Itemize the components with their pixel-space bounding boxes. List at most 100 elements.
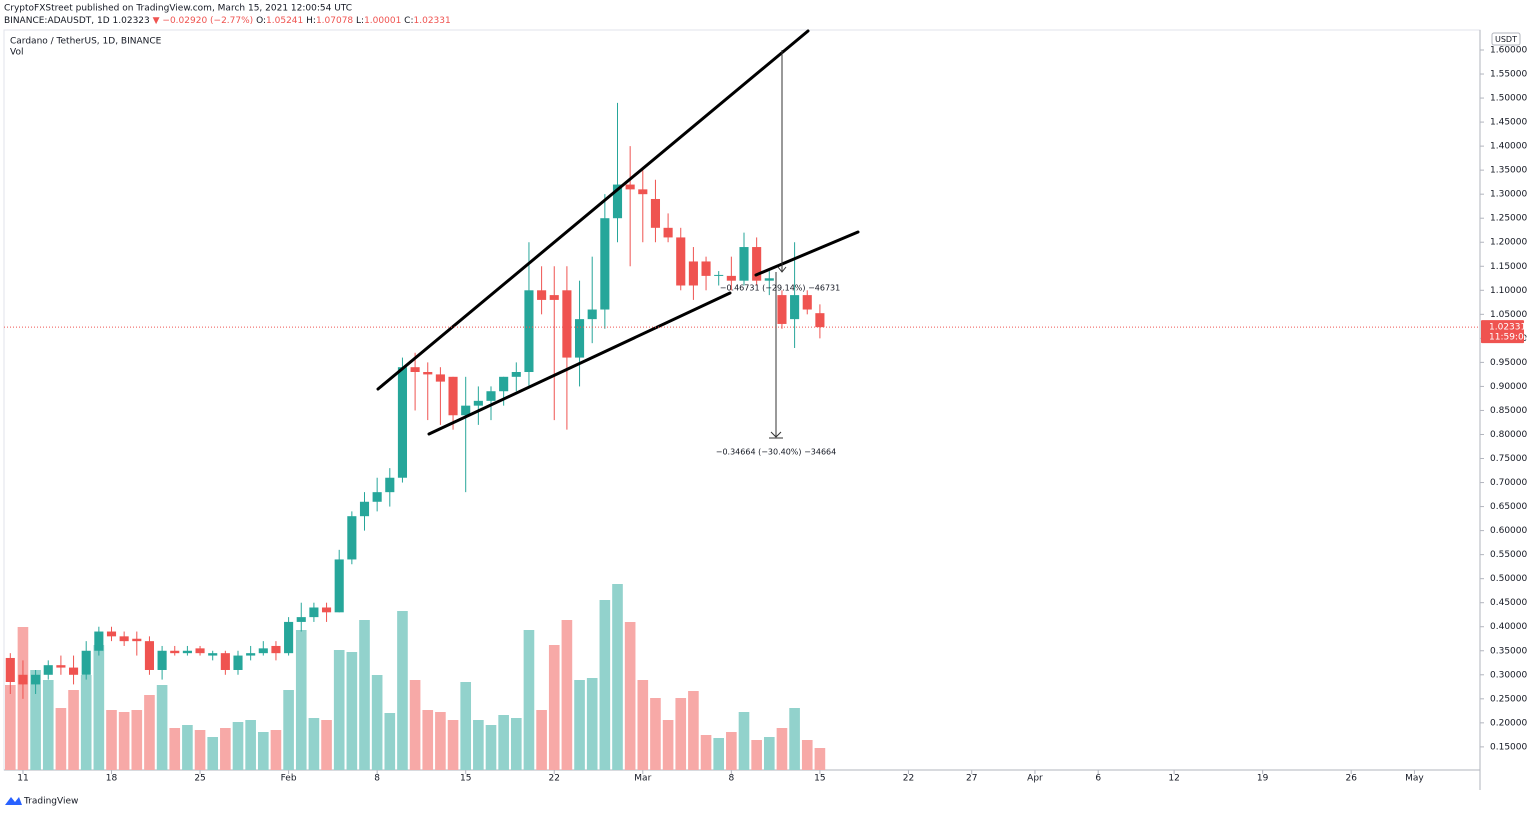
volume-bar <box>700 735 712 770</box>
volume-bar <box>232 722 244 770</box>
volume-bar <box>561 620 573 770</box>
publisher: CryptoFXStreet published on TradingView.… <box>4 4 352 14</box>
y-tick-label: 0.65000 <box>1490 502 1527 512</box>
candle-body <box>170 650 180 654</box>
volume-bar <box>726 732 737 770</box>
volume-bar <box>131 710 143 770</box>
candle-body <box>309 607 319 618</box>
l-label: L: <box>356 16 364 26</box>
y-tick-label: 0.30000 <box>1490 670 1527 680</box>
last-price-box <box>1481 320 1524 344</box>
x-tick-label: 22 <box>903 774 914 784</box>
candle-body <box>347 516 357 560</box>
volume-bar <box>156 685 168 770</box>
candle-body <box>790 295 800 320</box>
volume-bar <box>447 720 459 770</box>
volume-bar <box>662 720 674 770</box>
volume-bar <box>523 630 535 770</box>
volume-bar <box>30 670 41 770</box>
candle-body <box>777 295 787 324</box>
x-tick-label: 11 <box>17 774 28 784</box>
volume-bar <box>321 720 332 770</box>
candle-body <box>106 631 117 637</box>
drawings <box>376 29 860 436</box>
candle-body <box>511 372 521 377</box>
candle-body <box>549 295 559 300</box>
volume-bar <box>624 622 636 770</box>
candle-body <box>68 667 79 675</box>
y-tick-label: 0.45000 <box>1490 598 1527 608</box>
volume-label: Vol <box>10 48 23 58</box>
measure-label: −0.34664 (−30.40%) −34664 <box>716 448 836 457</box>
currency-box <box>1491 32 1521 46</box>
y-tick-label: 1.15000 <box>1490 262 1527 272</box>
candle-body <box>132 638 142 642</box>
x-tick-label: 27 <box>966 774 977 784</box>
candle-body <box>802 295 812 310</box>
x-tick-label: 6 <box>1095 774 1101 784</box>
candle-body <box>461 405 471 416</box>
x-tick-label: 26 <box>1345 774 1357 784</box>
candle-body <box>701 261 711 276</box>
h-value: 1.07078 <box>316 16 353 26</box>
candle-body <box>688 261 698 286</box>
candle-body <box>296 617 306 622</box>
candle-body <box>524 290 534 373</box>
candle-body <box>208 653 218 656</box>
volume-bar <box>814 748 826 770</box>
y-tick-label: 0.55000 <box>1490 550 1527 560</box>
volume-bar <box>68 690 79 770</box>
volume-bar <box>498 715 509 770</box>
candle-body <box>435 374 445 382</box>
candle-body <box>486 391 496 401</box>
volume-bar <box>169 728 181 770</box>
measure-arrow <box>770 431 782 438</box>
volume-bar <box>637 680 649 770</box>
candle-body <box>562 290 572 358</box>
chart-title: Cardano / TetherUS, 1D, BINANCE <box>10 37 162 47</box>
y-tick-label: 1.50000 <box>1490 94 1527 104</box>
candle-body <box>233 655 243 670</box>
x-tick-label: 15 <box>814 774 825 784</box>
volume-bar <box>308 718 320 770</box>
candle-body <box>56 665 66 668</box>
volume-bar <box>586 678 598 770</box>
y-tick-label: 1.40000 <box>1490 142 1527 152</box>
volume-bar <box>371 675 383 770</box>
volume-bar <box>801 740 813 770</box>
volume-bar <box>422 710 434 770</box>
x-tick-label: Mar <box>634 774 651 784</box>
h-label: H: <box>306 16 316 26</box>
candle-body <box>574 319 585 358</box>
candle-body <box>739 247 749 281</box>
volume-bar <box>346 652 358 770</box>
x-tick-label: May <box>1405 774 1424 784</box>
l-value: 1.00001 <box>364 16 401 26</box>
y-tick-label: 0.50000 <box>1490 574 1527 584</box>
candle-body <box>676 237 686 286</box>
volume-bar <box>510 718 522 770</box>
currency: USDT <box>1495 35 1517 44</box>
volume-bar <box>675 698 687 770</box>
candle-body <box>448 376 458 416</box>
volume-bar <box>359 620 370 770</box>
candle-body <box>638 189 648 195</box>
volume-bar <box>612 584 623 770</box>
candle-body <box>372 492 382 502</box>
y-tick-label: 0.90000 <box>1490 382 1527 392</box>
volume-bar <box>763 737 775 770</box>
x-tick-label: 19 <box>1257 774 1269 784</box>
volume-bar <box>738 712 750 770</box>
candle-body <box>43 665 53 675</box>
candle-body <box>663 227 673 238</box>
volume-bar <box>650 698 661 770</box>
countdown: 11:59:07 <box>1489 333 1529 343</box>
candle-body <box>31 674 41 685</box>
x-tick-label: 8 <box>374 774 380 784</box>
candle-body <box>284 621 294 654</box>
y-tick-label: 0.80000 <box>1490 430 1527 440</box>
candle-body <box>587 309 597 320</box>
y-tick-label: 1.25000 <box>1490 214 1527 224</box>
price: 1.02323 <box>113 16 150 26</box>
volume-bar <box>80 675 92 770</box>
